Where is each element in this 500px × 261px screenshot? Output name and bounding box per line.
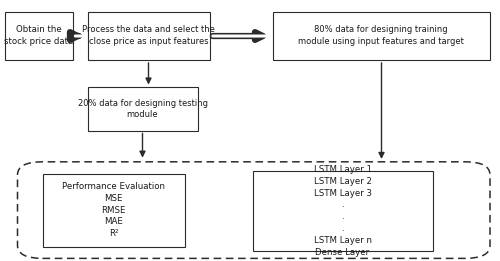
Bar xyxy=(252,171,432,251)
Text: Performance Evaluation
MSE
RMSE
MAE
R²: Performance Evaluation MSE RMSE MAE R² xyxy=(62,182,165,238)
FancyBboxPatch shape xyxy=(18,162,490,258)
Bar xyxy=(42,174,185,247)
Bar xyxy=(5,12,72,60)
Text: Process the data and select the
close price as input features: Process the data and select the close pr… xyxy=(82,26,215,46)
Text: LSTM Layer 1
LSTM Layer 2
LSTM Layer 3
.
.
.
LSTM Layer n
Dense Layer: LSTM Layer 1 LSTM Layer 2 LSTM Layer 3 .… xyxy=(314,165,372,257)
Text: 80% data for designing training
module using input features and target: 80% data for designing training module u… xyxy=(298,26,464,46)
Bar xyxy=(88,87,198,130)
Bar xyxy=(88,12,210,60)
Text: Obtain the
stock price data: Obtain the stock price data xyxy=(4,26,73,46)
Text: 20% data for designing testing
module: 20% data for designing testing module xyxy=(78,99,208,119)
Bar xyxy=(272,12,490,60)
